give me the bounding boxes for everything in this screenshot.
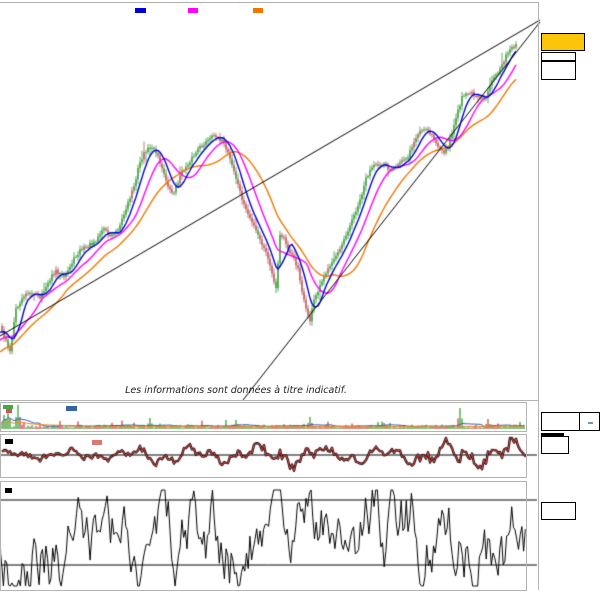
legend-osc1-red-swatch: [92, 440, 102, 445]
legend-ma-short-swatch: [135, 8, 146, 13]
legend-volume-average-swatch: [66, 406, 77, 411]
osc2-label-box: [541, 502, 576, 520]
osc1-label-box: [541, 436, 569, 454]
legend-volume-up-swatch: [3, 405, 13, 409]
volume-label-blue-dash: [588, 422, 593, 424]
volume-label-box: [541, 412, 600, 431]
main-chart-bottom-border: [0, 400, 539, 401]
legend-osc2-black-swatch: [5, 488, 12, 493]
legend-ma-medium-swatch: [188, 8, 198, 13]
price-label-box-2: [541, 61, 576, 80]
main-chart-top-border: [0, 2, 539, 3]
legend-ma-long-swatch: [253, 8, 263, 13]
price-label-highlight-box: [541, 33, 585, 51]
volume-label-divider: [579, 413, 580, 430]
chart-right-border: [538, 2, 539, 590]
legend-osc1-black-swatch: [5, 439, 13, 444]
price-label-box-1: [541, 52, 576, 61]
legend-volume-down-swatch: [6, 409, 12, 413]
osc1-label-top-bar: [541, 433, 564, 436]
